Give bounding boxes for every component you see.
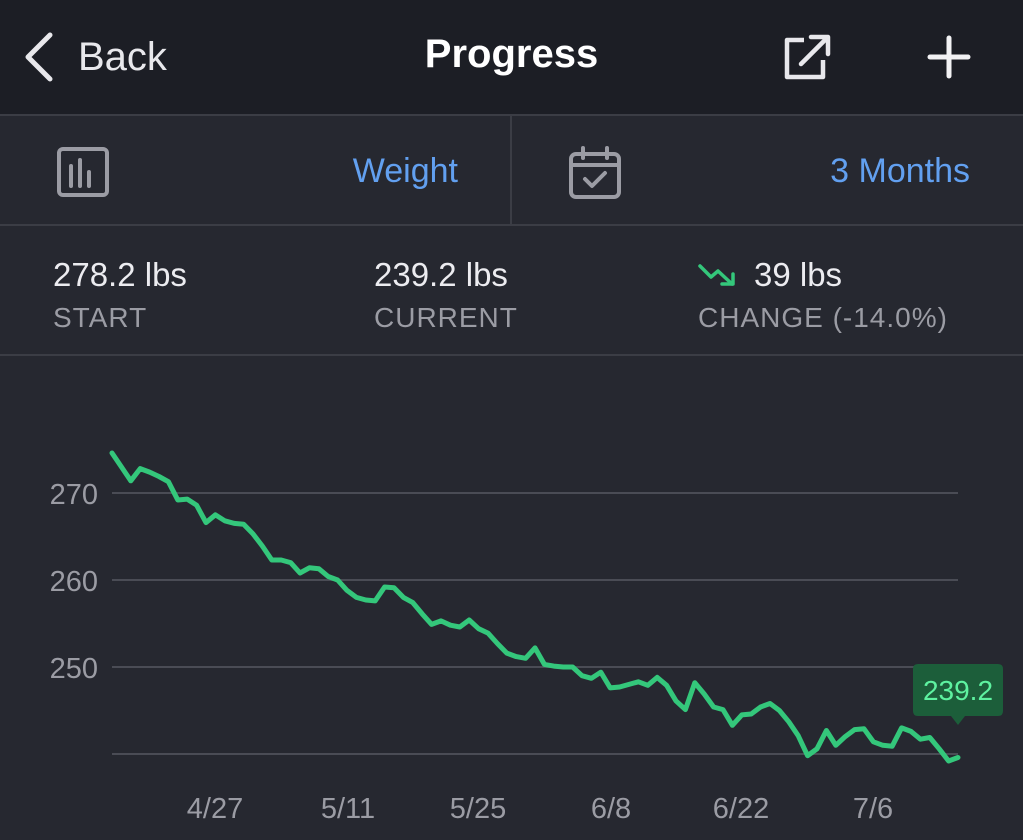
stat-change-label: CHANGE (-14.0%) bbox=[698, 302, 948, 333]
value-tooltip-label: 239.2 bbox=[923, 675, 993, 706]
back-button[interactable]: Back bbox=[22, 28, 167, 86]
weight-chart-svg: 270 260 250 4/27 5/11 5/25 6/8 6/22 7/6 239.2 bbox=[50, 450, 1003, 825]
x-tick-label: 6/8 bbox=[591, 793, 631, 825]
metric-value: Weight bbox=[352, 152, 458, 190]
x-tick-label: 7/6 bbox=[853, 793, 893, 825]
nav-bar: Back Progress bbox=[0, 0, 1023, 114]
stat-current-label: CURRENT bbox=[374, 302, 518, 333]
weight-chart: 270 260 250 4/27 5/11 5/25 6/8 6/22 7/6 239.2 bbox=[0, 358, 1023, 840]
x-tick-label: 5/11 bbox=[321, 793, 375, 825]
stat-start: 278.2 lbs START bbox=[53, 256, 187, 334]
y-tick-label: 260 bbox=[50, 566, 98, 598]
chevron-left-icon bbox=[25, 32, 53, 82]
calendar-check-icon bbox=[569, 146, 621, 199]
x-tick-label: 5/25 bbox=[450, 793, 506, 825]
selector-divider bbox=[510, 116, 512, 226]
stat-change-value: 39 lbs bbox=[754, 256, 843, 293]
range-selector[interactable]: 3 Months bbox=[512, 116, 1023, 226]
share-external-icon bbox=[784, 34, 831, 80]
range-value: 3 Months bbox=[830, 152, 970, 190]
stat-start-value: 278.2 lbs bbox=[53, 256, 187, 293]
trend-down-icon bbox=[698, 264, 735, 286]
back-label: Back bbox=[78, 34, 167, 79]
series-line bbox=[109, 450, 961, 764]
add-button[interactable] bbox=[926, 34, 972, 80]
value-tooltip bbox=[913, 664, 1003, 725]
stat-current-value: 239.2 lbs bbox=[374, 256, 508, 293]
y-tick-label: 250 bbox=[50, 653, 98, 685]
y-tick-label: 270 bbox=[50, 479, 98, 511]
share-button[interactable] bbox=[782, 32, 836, 82]
stat-change-row: 39 lbs bbox=[698, 256, 948, 294]
stat-current: 239.2 lbs CURRENT bbox=[374, 256, 518, 334]
stats-row: 278.2 lbs START 239.2 lbs CURRENT 39 lbs… bbox=[0, 226, 1023, 356]
stat-start-label: START bbox=[53, 302, 148, 333]
bar-chart-icon bbox=[57, 147, 109, 197]
x-tick-label: 6/22 bbox=[713, 793, 769, 825]
plus-icon bbox=[927, 35, 971, 79]
x-tick-label: 4/27 bbox=[187, 793, 243, 825]
metric-selector[interactable]: Weight bbox=[0, 116, 510, 226]
stat-change: 39 lbs CHANGE (-14.0%) bbox=[698, 256, 948, 334]
selector-row: Weight 3 Months bbox=[0, 114, 1023, 226]
